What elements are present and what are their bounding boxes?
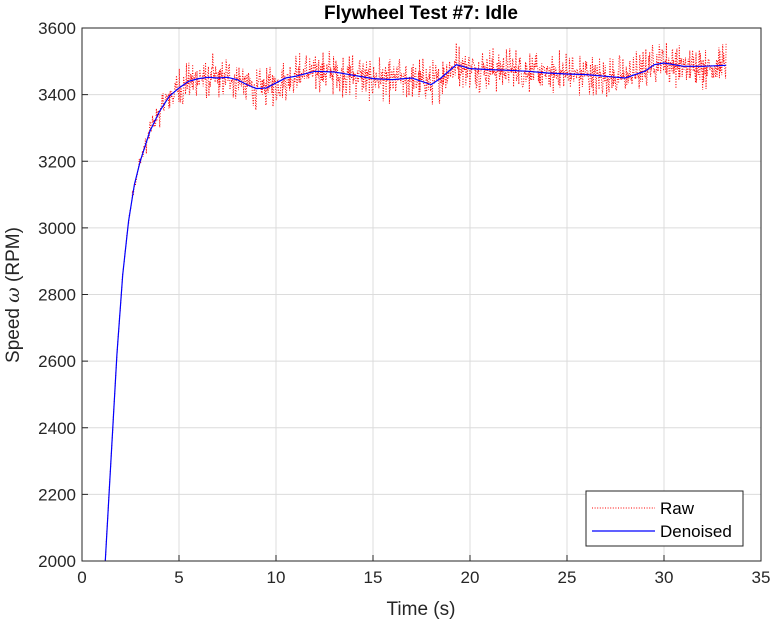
x-tick-label: 35 [752, 568, 771, 587]
x-tick-label: 5 [174, 568, 183, 587]
x-tick-label: 20 [461, 568, 480, 587]
y-axis-label-symbol: ω [2, 287, 24, 303]
legend-box [585, 490, 744, 547]
x-axis-label: Time (s) [387, 599, 456, 620]
y-tick-label: 2000 [38, 552, 76, 571]
y-tick-label: 2600 [38, 352, 76, 371]
y-tick-label: 3200 [38, 152, 76, 171]
x-tick-label: 15 [364, 568, 383, 587]
x-axis-ticks: 0 5 10 15 20 25 30 35 [77, 555, 770, 587]
legend-raw-label: Raw [660, 499, 695, 518]
y-tick-label: 3000 [38, 219, 76, 238]
y-axis-label-suffix: (RPM) [3, 227, 24, 287]
x-tick-label: 30 [655, 568, 674, 587]
legend-denoised-label: Denoised [660, 522, 732, 541]
legend: Raw Denoised [585, 490, 744, 547]
denoised-series-line [104, 62, 727, 561]
x-tick-label: 0 [77, 568, 86, 587]
y-tick-label: 2400 [38, 419, 76, 438]
raw-series-line [104, 42, 727, 561]
x-tick-label: 10 [267, 568, 286, 587]
chart-title: Flywheel Test #7: Idle [324, 3, 518, 24]
x-tick-label: 25 [558, 568, 577, 587]
y-tick-label: 3600 [38, 19, 76, 38]
y-axis-ticks: 2000 2200 2400 2600 2800 3000 3200 3400 3600 [38, 19, 88, 571]
y-tick-label: 2200 [38, 485, 76, 504]
y-axis-label-prefix: Speed [3, 303, 24, 363]
y-tick-label: 2800 [38, 286, 76, 305]
y-axis-label: Speed ω (RPM) [2, 227, 24, 363]
y-tick-label: 3400 [38, 86, 76, 105]
